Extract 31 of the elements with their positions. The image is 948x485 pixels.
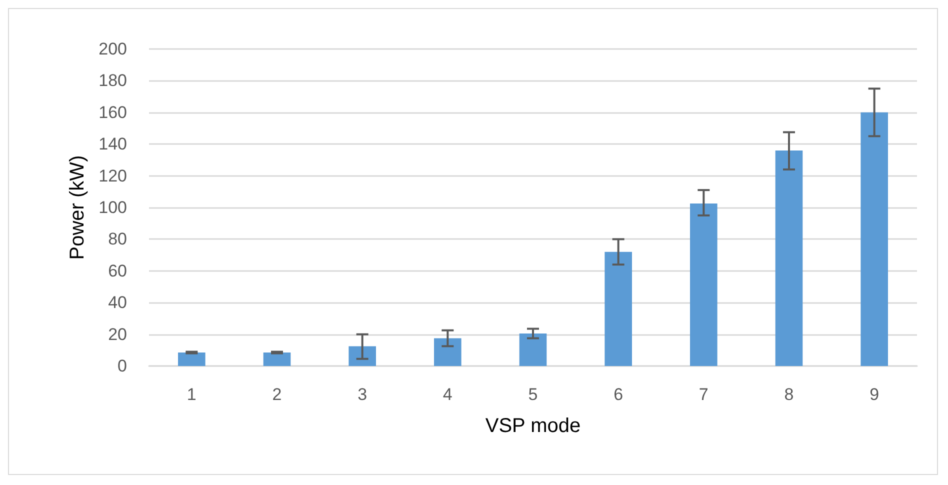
x-tick-label: 8 xyxy=(784,385,794,404)
bar xyxy=(690,204,718,366)
y-tick-label: 40 xyxy=(108,293,127,312)
bar xyxy=(263,352,291,366)
y-tick-label: 160 xyxy=(98,102,127,122)
y-tick-label: 180 xyxy=(98,71,127,90)
y-tick-label: 80 xyxy=(108,230,127,249)
y-axis-title: Power (kW) xyxy=(66,155,89,260)
x-axis-title: VSP mode xyxy=(485,415,581,437)
bar xyxy=(860,112,888,366)
y-tick-label: 20 xyxy=(108,324,127,344)
y-tick-label: 100 xyxy=(98,198,127,217)
y-tick-label: 120 xyxy=(98,166,127,186)
bar xyxy=(434,338,462,366)
y-tick-label: 0 xyxy=(118,356,127,376)
x-tick-label: 5 xyxy=(528,385,538,404)
x-tick-label: 3 xyxy=(358,385,368,404)
y-tick-label: 200 xyxy=(98,40,127,58)
bar xyxy=(348,346,376,366)
x-tick-label: 7 xyxy=(698,385,708,404)
x-tick-label: 6 xyxy=(614,385,624,404)
bar xyxy=(178,352,206,366)
x-tick-label: 4 xyxy=(442,385,452,404)
y-tick-label: 60 xyxy=(108,261,127,280)
bar xyxy=(775,150,803,366)
bar xyxy=(604,252,632,366)
x-tick-label: 2 xyxy=(272,385,282,404)
x-tick-label: 9 xyxy=(870,385,880,404)
y-tick-label: 140 xyxy=(98,134,127,154)
bar xyxy=(519,334,547,366)
x-tick-label: 1 xyxy=(186,385,196,404)
